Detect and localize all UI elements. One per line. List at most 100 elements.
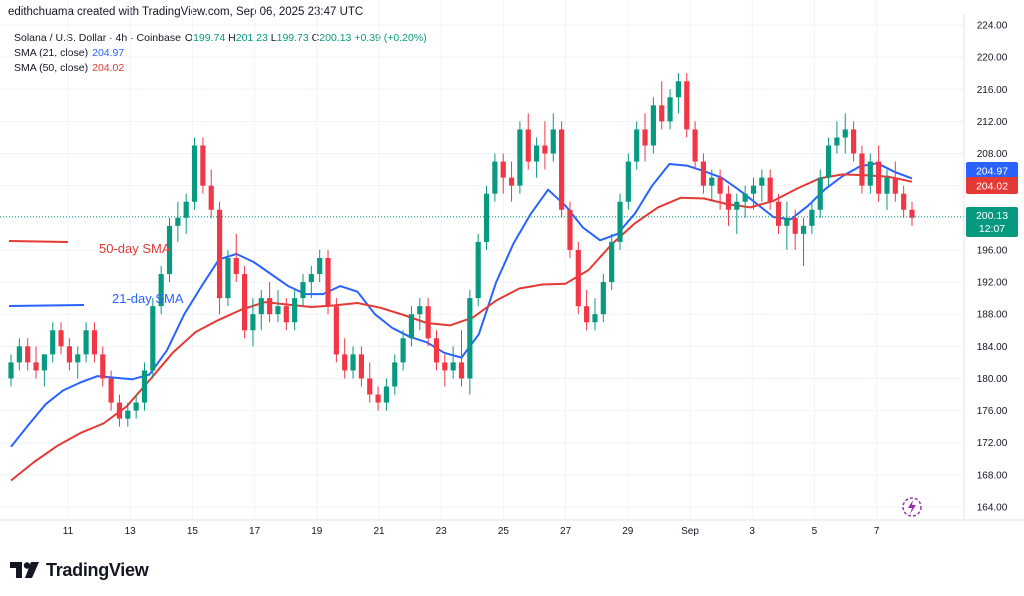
sma21-annotation-stub	[8, 304, 85, 307]
price-axis[interactable]: 164.00 168.00 172.00 176.00 180.00 184.00 188.…	[977, 21, 1008, 514]
chart-attribution: edithchuama created with TradingView.com…	[8, 6, 364, 18]
candle-body	[350, 354, 356, 371]
time-axis[interactable]: 11 13 15 17 19 21 23 25 27 29 Sep 3 5 7	[63, 526, 880, 537]
candle-body	[750, 185, 757, 194]
sma21-label: SMA (21, close)	[14, 47, 89, 59]
candle-body	[617, 201, 623, 242]
candle-body	[592, 314, 598, 323]
candle-body	[717, 177, 723, 194]
close-value: 200.13	[319, 32, 352, 44]
sma50-label: SMA (50, close)	[14, 62, 89, 74]
candle-body	[684, 81, 690, 130]
y-tick-label: 224.00	[977, 21, 1008, 32]
candle-body	[542, 145, 548, 154]
candle-body	[275, 306, 281, 315]
sma21-price-tag-text: 204.97	[976, 166, 1008, 178]
candle-body	[292, 298, 298, 323]
candle-body	[876, 161, 882, 194]
y-tick-label: 164.00	[977, 503, 1008, 514]
high-label: H	[228, 32, 236, 44]
candle-body	[533, 145, 540, 162]
legend-symbol[interactable]: Solana / U.S. Dollar · 4h · Coinbase	[14, 32, 181, 44]
candle-body	[525, 129, 531, 162]
y-tick-label: 168.00	[977, 470, 1008, 481]
candle-body	[600, 282, 606, 315]
candle-body	[75, 354, 81, 363]
tradingview-logo-icon	[10, 562, 39, 578]
countdown-text: 12:07	[979, 223, 1005, 235]
candle-body	[425, 306, 431, 339]
candle-body	[125, 410, 131, 419]
replay-icon[interactable]	[902, 497, 922, 517]
candle-body	[884, 177, 890, 194]
candle-body	[233, 257, 239, 275]
candle-body	[16, 346, 22, 363]
x-tick-label: 3	[749, 526, 755, 537]
last-price-tag	[966, 207, 1018, 237]
x-tick-label: 15	[187, 526, 199, 537]
x-tick-label: Sep	[681, 526, 699, 537]
candle-body	[150, 306, 156, 371]
candle-body	[200, 145, 206, 186]
x-tick-label: 13	[125, 526, 137, 537]
candle-body	[208, 185, 214, 210]
candle-body	[25, 346, 31, 363]
sma21-value: 204.97	[92, 47, 125, 59]
candle-body	[692, 129, 698, 162]
candle-body	[625, 161, 631, 202]
candle-body	[141, 370, 148, 403]
candle-body	[867, 161, 873, 186]
candle-body	[342, 354, 348, 371]
candle-body	[133, 402, 139, 411]
candle-body	[659, 105, 665, 122]
candle-body	[725, 193, 732, 210]
candle-body	[392, 362, 398, 387]
open-label: O	[184, 32, 194, 44]
candle-body	[317, 257, 323, 275]
y-tick-label: 176.00	[977, 406, 1008, 417]
candle-body	[467, 298, 473, 379]
candle-body	[442, 362, 448, 371]
candle-body	[775, 201, 782, 226]
sma21-price-tag	[966, 162, 1018, 179]
candle-body	[825, 145, 832, 178]
last-price-tag-text: 200.13	[976, 210, 1008, 222]
candle-body	[550, 129, 556, 154]
candle-body	[817, 177, 823, 210]
sma50-line	[10, 173, 913, 482]
candle-body	[325, 257, 331, 307]
candle-body	[784, 217, 790, 226]
candle-body	[450, 362, 456, 371]
candle-body	[634, 129, 640, 162]
high-value: 201.23	[235, 32, 268, 44]
candle-body	[283, 306, 289, 323]
y-tick-label: 196.00	[977, 245, 1008, 256]
legend-sma50-row[interactable]: SMA (50, close) 204.02	[14, 61, 427, 76]
x-tick-label: 27	[560, 526, 572, 537]
chart-grid	[0, 0, 964, 520]
candle-body	[809, 209, 815, 226]
footer-brand: TradingView	[10, 558, 149, 582]
candle-body	[300, 282, 306, 299]
candle-body	[842, 129, 848, 138]
candle-body	[383, 386, 390, 403]
candle-body	[851, 129, 857, 154]
candle-body	[500, 161, 506, 178]
sma50-price-tag	[966, 177, 1018, 194]
candle-body	[50, 330, 56, 355]
candle-body	[367, 378, 373, 395]
candle-body	[358, 354, 364, 379]
candle-body	[859, 153, 865, 186]
candle-body	[400, 338, 406, 363]
legend-sma21-row[interactable]: SMA (21, close) 204.97	[14, 46, 427, 61]
candle-body	[709, 177, 715, 186]
open-value: 199.74	[193, 32, 226, 44]
candle-body	[909, 209, 915, 218]
tradingview-logo-text: TradingView	[46, 559, 149, 580]
candle-body	[225, 257, 231, 299]
y-tick-label: 184.00	[977, 342, 1008, 353]
candle-body	[517, 129, 523, 186]
candle-body	[166, 225, 173, 275]
sma50-annotation-stub	[8, 240, 69, 243]
